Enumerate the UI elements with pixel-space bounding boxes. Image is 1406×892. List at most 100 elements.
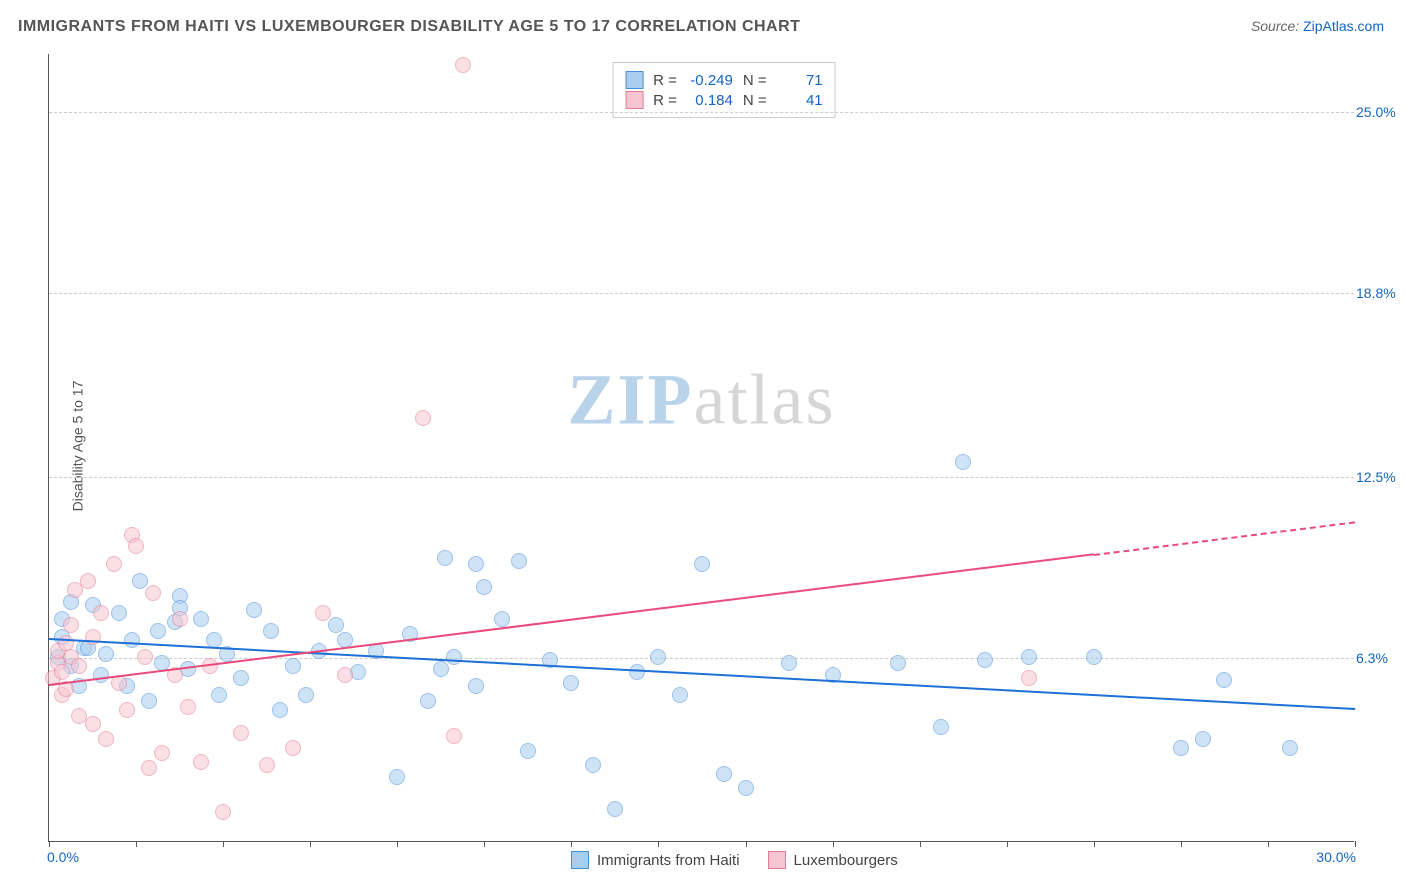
legend-row-series-1: R =0.184 N =41 xyxy=(625,91,823,109)
x-tick xyxy=(1268,841,1269,847)
series-name-1: Luxembourgers xyxy=(794,852,898,869)
y-tick-label: 12.5% xyxy=(1356,469,1406,485)
x-tick xyxy=(1094,841,1095,847)
data-point-series-1 xyxy=(233,725,249,741)
data-point-series-0 xyxy=(93,667,109,683)
legend-N-label: N xyxy=(743,92,754,109)
data-point-series-1 xyxy=(455,57,471,73)
data-point-series-1 xyxy=(145,585,161,601)
data-point-series-0 xyxy=(437,550,453,566)
data-point-series-1 xyxy=(415,410,431,426)
data-point-series-1 xyxy=(259,757,275,773)
watermark-atlas: atlas xyxy=(694,360,836,440)
data-point-series-1 xyxy=(1021,670,1037,686)
gridline xyxy=(49,112,1354,113)
x-tick xyxy=(571,841,572,847)
legend-N-label: N xyxy=(743,72,754,89)
x-tick xyxy=(1007,841,1008,847)
data-point-series-0 xyxy=(298,687,314,703)
data-point-series-1 xyxy=(71,658,87,674)
data-point-series-0 xyxy=(1173,740,1189,756)
x-tick xyxy=(223,841,224,847)
data-point-series-0 xyxy=(468,678,484,694)
legend-R-label: R xyxy=(653,72,664,89)
x-tick xyxy=(136,841,137,847)
gridline xyxy=(49,477,1354,478)
x-tick xyxy=(484,841,485,847)
legend-R-label: R xyxy=(653,92,664,109)
legend-swatch-bottom-1 xyxy=(768,851,786,869)
x-axis-max-label: 30.0% xyxy=(1316,849,1356,865)
legend-swatch-0 xyxy=(625,71,643,89)
data-point-series-0 xyxy=(933,719,949,735)
data-point-series-0 xyxy=(650,649,666,665)
data-point-series-1 xyxy=(93,605,109,621)
data-point-series-0 xyxy=(328,617,344,633)
data-point-series-0 xyxy=(1216,672,1232,688)
data-point-series-0 xyxy=(141,693,157,709)
data-point-series-0 xyxy=(781,655,797,671)
x-tick xyxy=(1355,841,1356,847)
data-point-series-0 xyxy=(563,675,579,691)
data-point-series-0 xyxy=(389,769,405,785)
data-point-series-0 xyxy=(511,553,527,569)
data-point-series-0 xyxy=(246,602,262,618)
data-point-series-1 xyxy=(106,556,122,572)
x-tick xyxy=(833,841,834,847)
data-point-series-0 xyxy=(494,611,510,627)
data-point-series-1 xyxy=(172,611,188,627)
data-point-series-1 xyxy=(63,617,79,633)
data-point-series-1 xyxy=(137,649,153,665)
data-point-series-1 xyxy=(315,605,331,621)
x-tick xyxy=(397,841,398,847)
data-point-series-1 xyxy=(180,699,196,715)
data-point-series-1 xyxy=(446,728,462,744)
scatter-plot-area: ZIPatlas R =-0.249 N =71 R =0.184 N =41 … xyxy=(48,54,1354,842)
legend-item-1: Luxembourgers xyxy=(768,851,898,869)
x-tick xyxy=(49,841,50,847)
x-tick xyxy=(1181,841,1182,847)
data-point-series-0 xyxy=(955,454,971,470)
data-point-series-0 xyxy=(263,623,279,639)
data-point-series-1 xyxy=(285,740,301,756)
data-point-series-0 xyxy=(607,801,623,817)
data-point-series-0 xyxy=(738,780,754,796)
source-attribution: Source: ZipAtlas.com xyxy=(1251,18,1384,34)
equals-sign: = xyxy=(758,72,767,89)
data-point-series-0 xyxy=(520,743,536,759)
data-point-series-0 xyxy=(98,646,114,662)
data-point-series-1 xyxy=(98,731,114,747)
data-point-series-0 xyxy=(716,766,732,782)
y-tick-label: 18.8% xyxy=(1356,285,1406,301)
equals-sign: = xyxy=(758,92,767,109)
r-value-1: 0.184 xyxy=(681,92,733,109)
equals-sign: = xyxy=(668,92,677,109)
data-point-series-0 xyxy=(694,556,710,572)
x-tick xyxy=(746,841,747,847)
data-point-series-0 xyxy=(446,649,462,665)
data-point-series-1 xyxy=(141,760,157,776)
chart-title: IMMIGRANTS FROM HAITI VS LUXEMBOURGER DI… xyxy=(18,18,800,36)
data-point-series-1 xyxy=(85,716,101,732)
data-point-series-0 xyxy=(1282,740,1298,756)
data-point-series-1 xyxy=(193,754,209,770)
data-point-series-0 xyxy=(124,632,140,648)
data-point-series-0 xyxy=(206,632,222,648)
source-link[interactable]: ZipAtlas.com xyxy=(1303,18,1384,34)
data-point-series-1 xyxy=(119,702,135,718)
data-point-series-0 xyxy=(233,670,249,686)
y-tick-label: 25.0% xyxy=(1356,104,1406,120)
legend-swatch-bottom-0 xyxy=(571,851,589,869)
data-point-series-0 xyxy=(420,693,436,709)
data-point-series-0 xyxy=(1195,731,1211,747)
x-axis-min-label: 0.0% xyxy=(47,849,79,865)
data-point-series-0 xyxy=(285,658,301,674)
data-point-series-1 xyxy=(337,667,353,683)
watermark-zip: ZIP xyxy=(568,360,694,440)
series-name-0: Immigrants from Haiti xyxy=(597,852,740,869)
correlation-legend: R =-0.249 N =71 R =0.184 N =41 xyxy=(612,62,836,118)
n-value-0: 71 xyxy=(771,72,823,89)
watermark: ZIPatlas xyxy=(568,359,836,442)
x-tick xyxy=(920,841,921,847)
data-point-series-0 xyxy=(1021,649,1037,665)
